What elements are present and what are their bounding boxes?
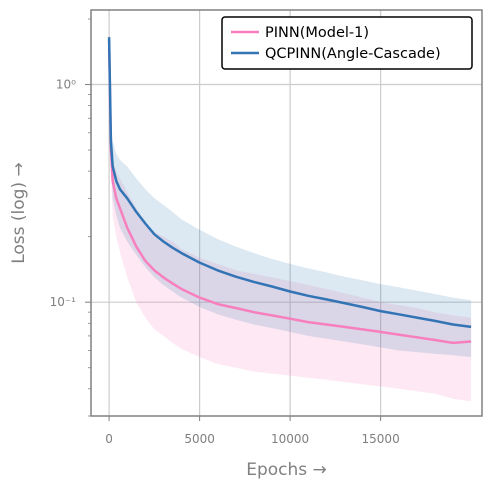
x-tick-label: 0: [105, 432, 113, 446]
band-qcpinn: [109, 31, 472, 357]
legend-box: [221, 16, 473, 70]
series-lines: [107, 37, 472, 345]
uncertainty-bands: [109, 31, 472, 402]
y-tick-label: 10⁰: [56, 78, 76, 92]
y-tick-label: 10⁻¹: [50, 295, 77, 309]
x-tick-label: 10000: [271, 432, 309, 446]
x-tick-label: 15000: [362, 432, 400, 446]
axis-ticks: 0 5000 10000 15000 10⁰ 10⁻¹: [50, 18, 400, 446]
legend-label-pinn: PINN(Model-1): [265, 25, 369, 41]
line-qcpinn: [107, 37, 472, 329]
x-tick-label: 5000: [184, 432, 215, 446]
grid-lines: [91, 10, 482, 416]
legend-label-qcpinn: QCPINN(Angle-Cascade): [265, 46, 441, 62]
x-axis-label: Epochs →: [246, 460, 327, 480]
plot-frame: [90, 9, 483, 417]
legend: PINN(Model-1) QCPINN(Angle-Cascade): [221, 16, 473, 70]
line-pinn: [107, 40, 472, 345]
band-pinn: [109, 34, 472, 402]
y-axis-label: Loss (log) →: [9, 162, 29, 264]
